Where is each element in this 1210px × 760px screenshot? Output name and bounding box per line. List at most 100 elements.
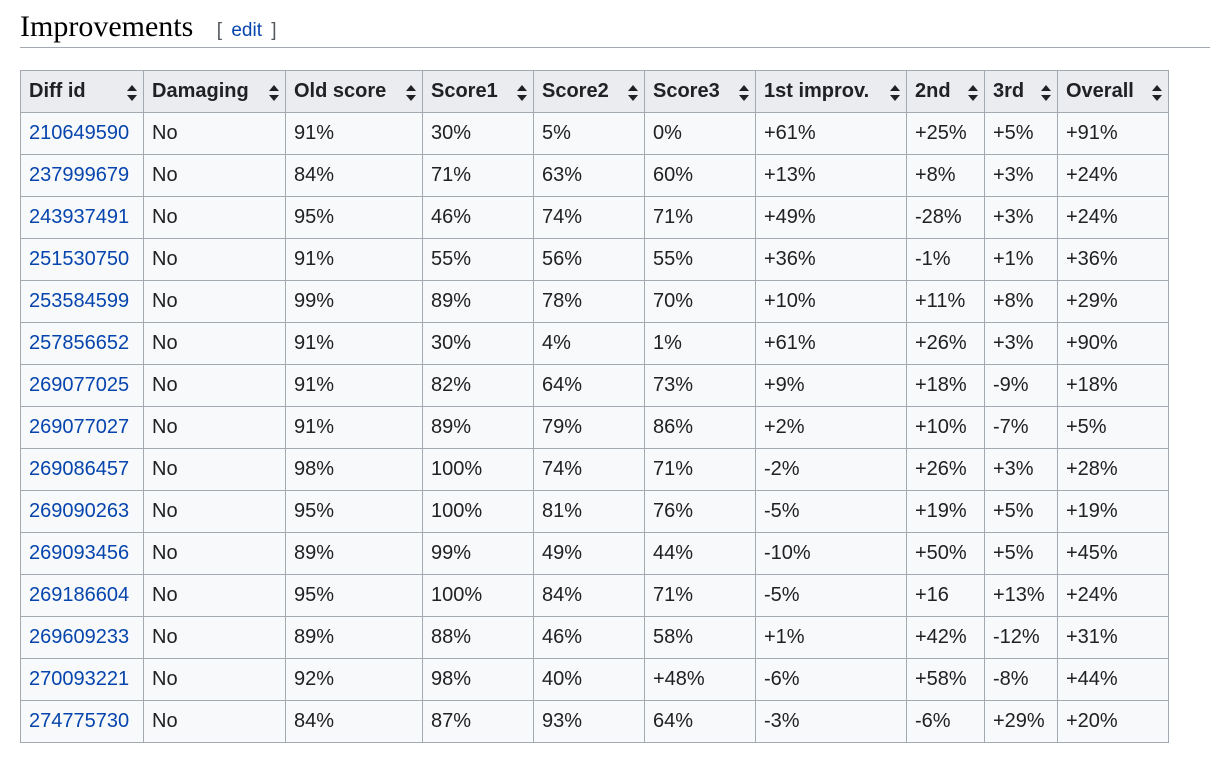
- table-row: 210649590 No 91% 30% 5% 0% +61% +25% +5% +91%: [20, 112, 1169, 155]
- table-body: 210649590 No 91% 30% 5% 0% +61% +25% +5% +91% 2379…: [20, 112, 1169, 743]
- column-header-1[interactable]: Damaging: [143, 70, 286, 113]
- sort-arrows-icon[interactable]: [1152, 84, 1162, 101]
- sort-arrows-icon[interactable]: [628, 84, 638, 101]
- table-cell: 237999679: [20, 154, 144, 197]
- improvements-section: Improvements [ edit ]: [20, 0, 1210, 48]
- table-cell: 64%: [533, 364, 645, 407]
- diff-id-link[interactable]: 269186604: [29, 584, 130, 606]
- table-cell: 100%: [422, 448, 534, 491]
- diff-id-link[interactable]: 269077027: [29, 416, 130, 438]
- sort-arrows-icon[interactable]: [890, 84, 900, 101]
- table-cell: 257856652: [20, 322, 144, 365]
- table-row: 237999679 No 84% 71% 63% 60% +13% +8% +3% +24%: [20, 154, 1169, 197]
- column-header-label: Old score: [294, 80, 387, 102]
- diff-id-link[interactable]: 243937491: [29, 206, 130, 228]
- column-header-4[interactable]: Score2: [533, 70, 645, 113]
- diff-id-link[interactable]: 257856652: [29, 332, 130, 354]
- table-cell: +3%: [984, 322, 1058, 365]
- table-cell: +16: [906, 574, 985, 617]
- table-cell: +24%: [1057, 154, 1169, 197]
- table-cell: 269090263: [20, 490, 144, 533]
- table-cell: 30%: [422, 322, 534, 365]
- sort-arrows-icon[interactable]: [269, 84, 279, 101]
- table-row: 253584599 No 99% 89% 78% 70% +10% +11% +8% +29%: [20, 280, 1169, 323]
- sort-arrows-icon[interactable]: [406, 84, 416, 101]
- diff-id-link[interactable]: 269077025: [29, 374, 130, 396]
- table-cell: 88%: [422, 616, 534, 659]
- edit-link[interactable]: edit: [231, 20, 262, 41]
- diff-id-link[interactable]: 269086457: [29, 458, 130, 480]
- table-cell: 82%: [422, 364, 534, 407]
- table-cell: 30%: [422, 112, 534, 155]
- table-cell: 46%: [533, 616, 645, 659]
- table-cell: 270093221: [20, 658, 144, 701]
- table-cell: 269077025: [20, 364, 144, 407]
- sort-arrows-icon[interactable]: [127, 84, 137, 101]
- table-cell: 56%: [533, 238, 645, 281]
- table-cell: 89%: [285, 616, 423, 659]
- table-cell: -1%: [906, 238, 985, 281]
- table-cell: -5%: [755, 574, 907, 617]
- table-cell: +28%: [1057, 448, 1169, 491]
- table-cell: +5%: [984, 532, 1058, 575]
- table-cell: 84%: [533, 574, 645, 617]
- diff-id-link[interactable]: 251530750: [29, 248, 130, 270]
- table-cell: 40%: [533, 658, 645, 701]
- edit-bracket-open: [: [216, 20, 223, 41]
- table-cell: 74%: [533, 448, 645, 491]
- table-cell: +19%: [906, 490, 985, 533]
- table-cell: +3%: [984, 196, 1058, 239]
- table-cell: +29%: [984, 700, 1058, 743]
- sort-arrows-icon[interactable]: [517, 84, 527, 101]
- table-cell: 86%: [644, 406, 756, 449]
- table-cell: 71%: [644, 574, 756, 617]
- table-cell: 60%: [644, 154, 756, 197]
- column-header-label: 1st improv.: [764, 80, 870, 102]
- table-cell: 58%: [644, 616, 756, 659]
- column-header-6[interactable]: 1st improv.: [755, 70, 907, 113]
- column-header-5[interactable]: Score3: [644, 70, 756, 113]
- diff-id-link[interactable]: 269609233: [29, 626, 130, 648]
- table-cell: +10%: [906, 406, 985, 449]
- diff-id-link[interactable]: 270093221: [29, 668, 130, 690]
- diff-id-link[interactable]: 274775730: [29, 710, 130, 732]
- table-cell: -2%: [755, 448, 907, 491]
- table-cell: 98%: [285, 448, 423, 491]
- table-cell: 63%: [533, 154, 645, 197]
- sort-arrows-icon[interactable]: [968, 84, 978, 101]
- diff-id-link[interactable]: 237999679: [29, 164, 130, 186]
- table-cell: -12%: [984, 616, 1058, 659]
- table-cell: 71%: [644, 196, 756, 239]
- table-cell: +42%: [906, 616, 985, 659]
- diff-id-link[interactable]: 269093456: [29, 542, 130, 564]
- table-row: 274775730 No 84% 87% 93% 64% -3% -6% +29% +20%: [20, 700, 1169, 743]
- table-cell: +29%: [1057, 280, 1169, 323]
- table-cell: 70%: [644, 280, 756, 323]
- table-cell: 91%: [285, 364, 423, 407]
- table-cell: 95%: [285, 490, 423, 533]
- table-cell: 253584599: [20, 280, 144, 323]
- column-header-2[interactable]: Old score: [285, 70, 423, 113]
- sort-arrows-icon[interactable]: [1041, 84, 1051, 101]
- column-header-3[interactable]: Score1: [422, 70, 534, 113]
- table-cell: 91%: [285, 406, 423, 449]
- table-cell: +20%: [1057, 700, 1169, 743]
- sort-arrows-icon[interactable]: [739, 84, 749, 101]
- column-header-7[interactable]: 2nd: [906, 70, 985, 113]
- table-cell: 269609233: [20, 616, 144, 659]
- diff-id-link[interactable]: 253584599: [29, 290, 130, 312]
- column-header-label: 2nd: [915, 80, 951, 102]
- table-cell: 55%: [644, 238, 756, 281]
- table-row: 243937491 No 95% 46% 74% 71% +49% -28% +3% +24%: [20, 196, 1169, 239]
- column-header-9[interactable]: Overall: [1057, 70, 1169, 113]
- table-cell: +90%: [1057, 322, 1169, 365]
- table-cell: +26%: [906, 322, 985, 365]
- column-header-0[interactable]: Diff id: [20, 70, 144, 113]
- column-header-8[interactable]: 3rd: [984, 70, 1058, 113]
- table-cell: 64%: [644, 700, 756, 743]
- diff-id-link[interactable]: 210649590: [29, 122, 130, 144]
- table-cell: -28%: [906, 196, 985, 239]
- table-cell: 76%: [644, 490, 756, 533]
- table-cell: 210649590: [20, 112, 144, 155]
- diff-id-link[interactable]: 269090263: [29, 500, 130, 522]
